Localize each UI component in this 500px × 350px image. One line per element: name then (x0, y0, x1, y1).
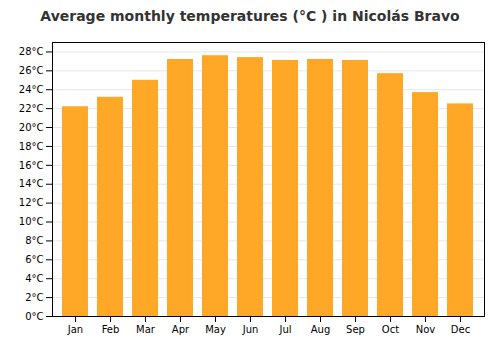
svg-text:Feb: Feb (102, 324, 120, 335)
svg-text:0°C: 0°C (25, 311, 43, 322)
svg-text:12°C: 12°C (19, 197, 44, 208)
svg-text:Aug: Aug (311, 324, 331, 335)
svg-text:6°C: 6°C (25, 254, 43, 265)
svg-text:Nov: Nov (416, 324, 436, 335)
svg-text:22°C: 22°C (19, 103, 44, 114)
svg-text:16°C: 16°C (19, 160, 44, 171)
svg-text:Oct: Oct (382, 324, 399, 335)
svg-text:Jun: Jun (242, 324, 259, 335)
svg-text:20°C: 20°C (19, 122, 44, 133)
svg-text:24°C: 24°C (19, 84, 44, 95)
svg-text:May: May (205, 324, 226, 335)
svg-text:Apr: Apr (172, 324, 190, 335)
svg-text:Jul: Jul (278, 324, 291, 335)
svg-text:Mar: Mar (136, 324, 156, 335)
svg-text:10°C: 10°C (19, 216, 44, 227)
svg-text:8°C: 8°C (25, 235, 43, 246)
svg-text:Dec: Dec (451, 324, 470, 335)
svg-text:2°C: 2°C (25, 292, 43, 303)
svg-text:18°C: 18°C (19, 141, 44, 152)
svg-text:4°C: 4°C (25, 273, 43, 284)
html-text:Average monthly temperatures (: Average monthly temperatures (°C ) in Ni… (40, 8, 460, 24)
svg-text:Jan: Jan (67, 324, 83, 335)
svg-text:Sep: Sep (346, 324, 365, 335)
svg-text:28°C: 28°C (19, 46, 44, 57)
svg-text:26°C: 26°C (19, 65, 44, 76)
svg-text:14°C: 14°C (19, 178, 44, 189)
